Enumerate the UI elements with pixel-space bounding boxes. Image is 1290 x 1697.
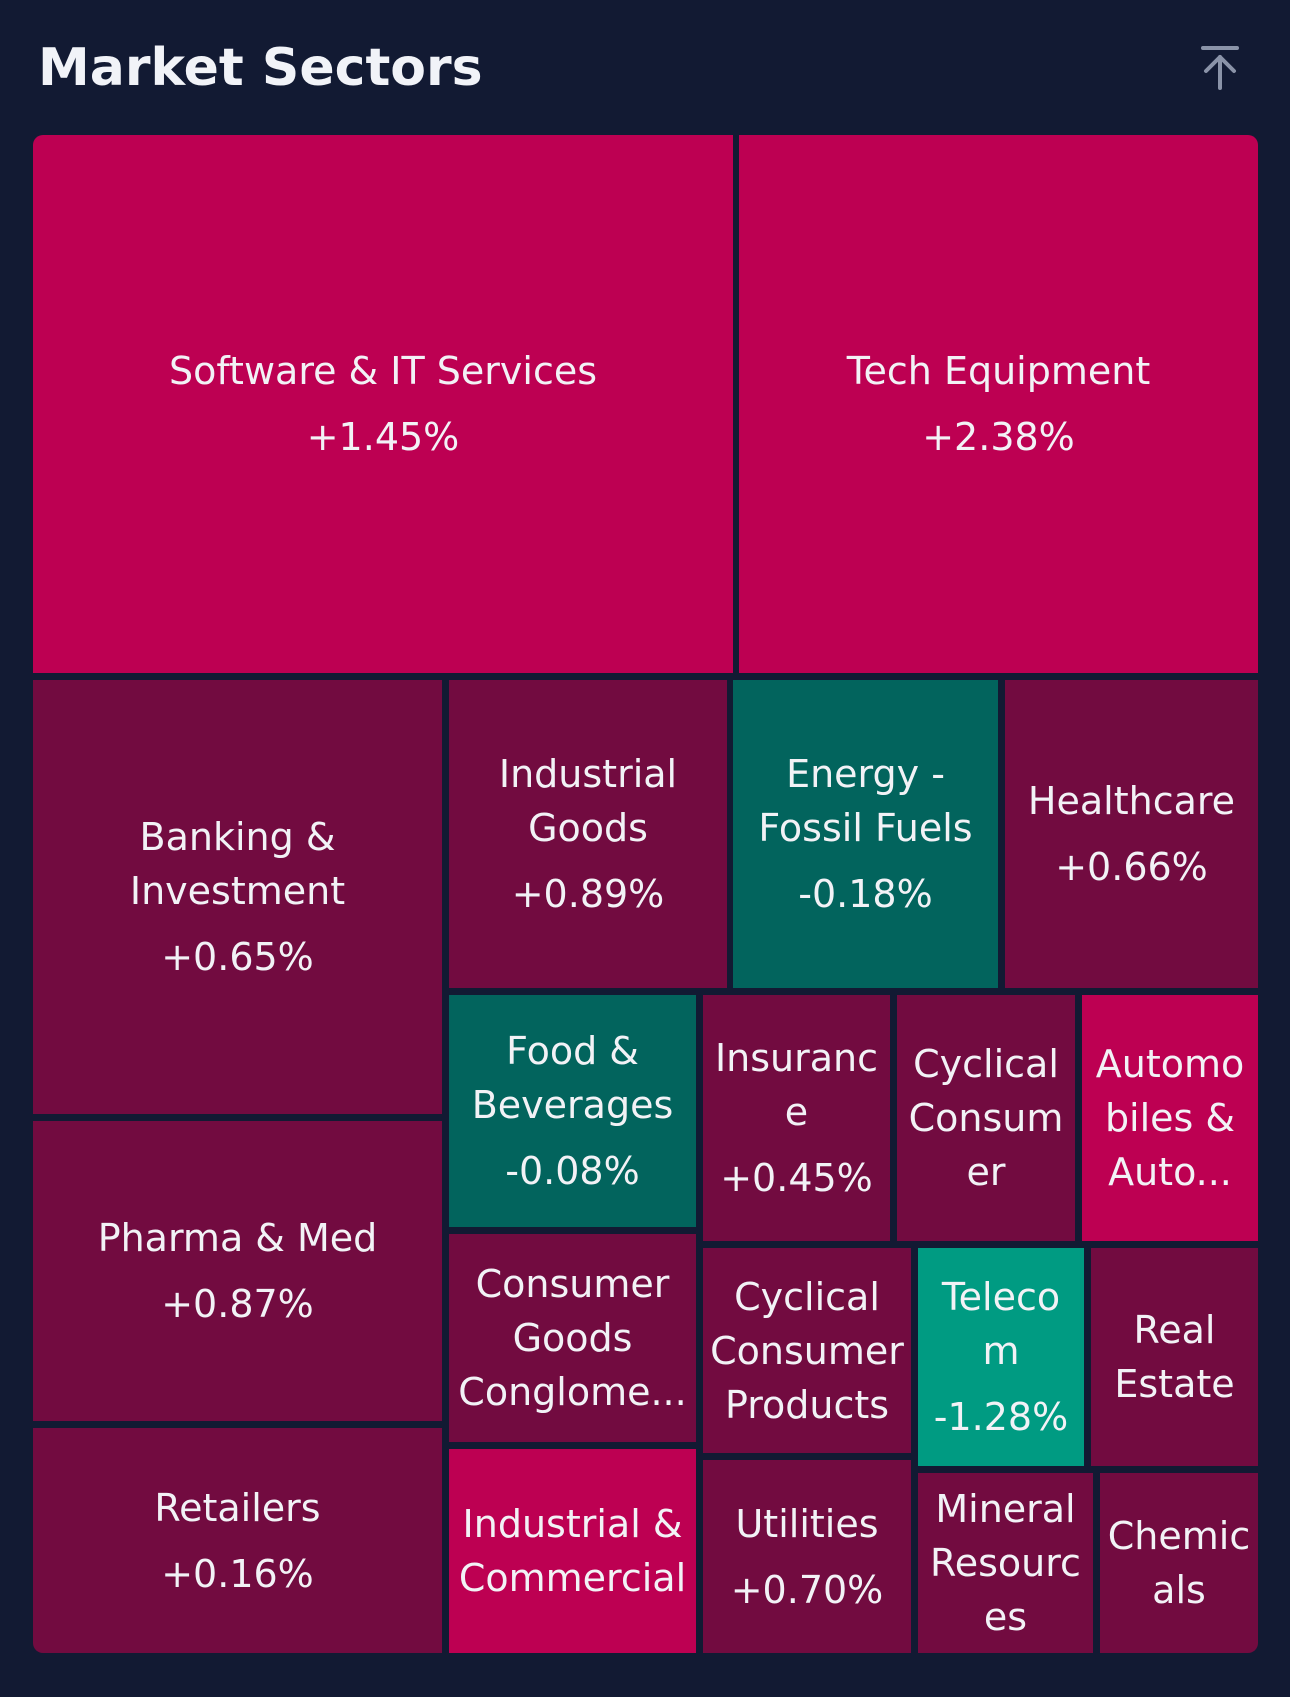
sector-tile-pharma[interactable]: Pharma & Med +0.87% [33,1121,442,1421]
sector-name: Healthcare [1027,779,1236,823]
sector-change: +0.89% [511,872,665,916]
sector-name: Insuranc e [714,1036,879,1134]
sector-name: Software & IT Services [168,349,598,393]
sector-change: +0.65% [161,935,314,979]
sector-name: Industrial & Commercial [458,1502,687,1600]
sector-name: Tech Equipment [846,349,1151,393]
sector-tile-industrial-goods[interactable]: Industrial Goods +0.89% [449,680,727,988]
sector-tile-automobiles[interactable]: Automo biles & Auto... [1082,995,1258,1241]
sector-tile-mineral[interactable]: Mineral Resourc es [918,1473,1093,1653]
sector-tile-consumer-goods[interactable]: Consumer Goods Conglome... [449,1234,696,1442]
sector-name: Retailers [154,1485,321,1530]
sector-tile-software[interactable]: Software & IT Services +1.45% [33,135,733,673]
sector-name: Chemic als [1107,1514,1251,1612]
sector-change: +0.16% [161,1551,314,1596]
sector-tile-real-estate[interactable]: Real Estate [1091,1248,1258,1466]
arrow-up-to-line-icon [1201,46,1239,90]
sector-name: Food & Beverages [471,1029,674,1127]
sector-name: Utilities [735,1501,879,1546]
sector-change: -1.28% [933,1395,1069,1439]
sector-tile-telecom[interactable]: Teleco m -1.28% [918,1248,1084,1466]
scroll-to-top-button[interactable] [1188,36,1252,100]
sector-name: Industrial Goods [498,752,678,850]
sector-tile-insurance[interactable]: Insuranc e +0.45% [703,995,890,1241]
sector-change: +0.66% [1055,845,1208,889]
sector-tile-tech-equipment[interactable]: Tech Equipment +2.38% [739,135,1258,673]
sector-tile-energy[interactable]: Energy - Fossil Fuels -0.18% [733,680,998,988]
sector-treemap: Software & IT Services +1.45% Tech Equip… [33,135,1258,1653]
sector-change: +0.45% [720,1156,873,1200]
sector-change: +1.45% [306,415,460,459]
sector-name: Cyclical Consumer Products [710,1274,904,1427]
sector-change: +2.38% [922,415,1075,459]
sector-name: Teleco m [941,1275,1061,1373]
sector-change: +0.70% [730,1567,884,1612]
sector-change: -0.08% [505,1149,640,1193]
sector-change: -0.18% [798,872,933,916]
sector-tile-cyclical-products[interactable]: Cyclical Consumer Products [703,1248,911,1453]
sector-name: Mineral Resourc es [930,1487,1081,1639]
sector-tile-healthcare[interactable]: Healthcare +0.66% [1005,680,1258,988]
sector-tile-cyclical-consumer[interactable]: Cyclical Consum er [897,995,1075,1241]
sector-tile-chemicals[interactable]: Chemic als [1100,1473,1258,1653]
sector-name: Pharma & Med [97,1216,378,1260]
sector-tile-banking[interactable]: Banking & Investment +0.65% [33,680,442,1114]
sector-tile-utilities[interactable]: Utilities +0.70% [703,1460,911,1653]
sector-tile-industrial-commercial[interactable]: Industrial & Commercial [449,1449,696,1653]
sector-name: Cyclical Consum er [908,1042,1064,1194]
sector-name: Real Estate [1114,1308,1235,1406]
sector-tile-food-beverages[interactable]: Food & Beverages -0.08% [449,995,696,1227]
sector-name: Banking & Investment [129,815,346,913]
sector-name: Energy - Fossil Fuels [758,752,973,850]
sector-tile-retailers[interactable]: Retailers +0.16% [33,1428,442,1653]
sector-name: Consumer Goods Conglome... [458,1262,687,1414]
sector-name: Automo biles & Auto... [1095,1042,1245,1194]
sector-change: +0.87% [161,1282,314,1326]
page-title: Market Sectors [38,38,483,98]
